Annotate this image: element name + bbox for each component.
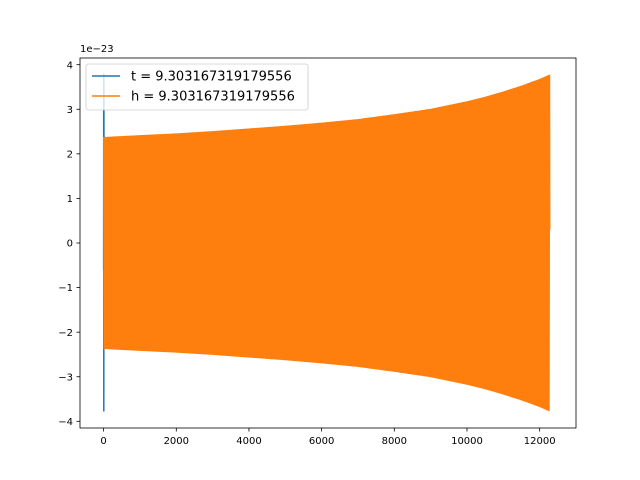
y-tick-label: 4 (67, 60, 73, 71)
y-tick-label: −1 (58, 283, 73, 294)
x-axis: 0 2000 4000 6000 8000 10000 12000 (100, 428, 556, 447)
legend-box (85, 63, 309, 111)
y-tick-label: 2 (67, 149, 73, 160)
legend: t = 9.303167319179556 h = 9.3031673191795… (85, 63, 309, 111)
x-tick-label: 2000 (164, 436, 189, 447)
y-tick-label: 0 (67, 239, 73, 250)
y-tick-label: −4 (58, 417, 73, 428)
x-tick-label: 4000 (236, 436, 261, 447)
y-tick-label: 3 (67, 105, 73, 116)
x-tick-label: 0 (100, 436, 106, 447)
axis-offset-text: 1e−23 (80, 44, 114, 55)
legend-label: h = 9.303167319179556 (131, 90, 295, 105)
legend-label: t = 9.303167319179556 (131, 70, 292, 85)
x-tick-label: 10000 (451, 436, 483, 447)
y-tick-label: −3 (58, 372, 73, 383)
x-tick-label: 6000 (309, 436, 334, 447)
y-axis: −4 −3 −2 −1 0 1 2 3 4 (58, 60, 80, 428)
series-line-h (103, 74, 551, 412)
y-tick-label: −2 (58, 328, 73, 339)
y-tick-label: 1 (67, 194, 73, 205)
x-tick-label: 8000 (382, 436, 407, 447)
series-layer (102, 73, 551, 412)
x-tick-label: 12000 (524, 436, 556, 447)
